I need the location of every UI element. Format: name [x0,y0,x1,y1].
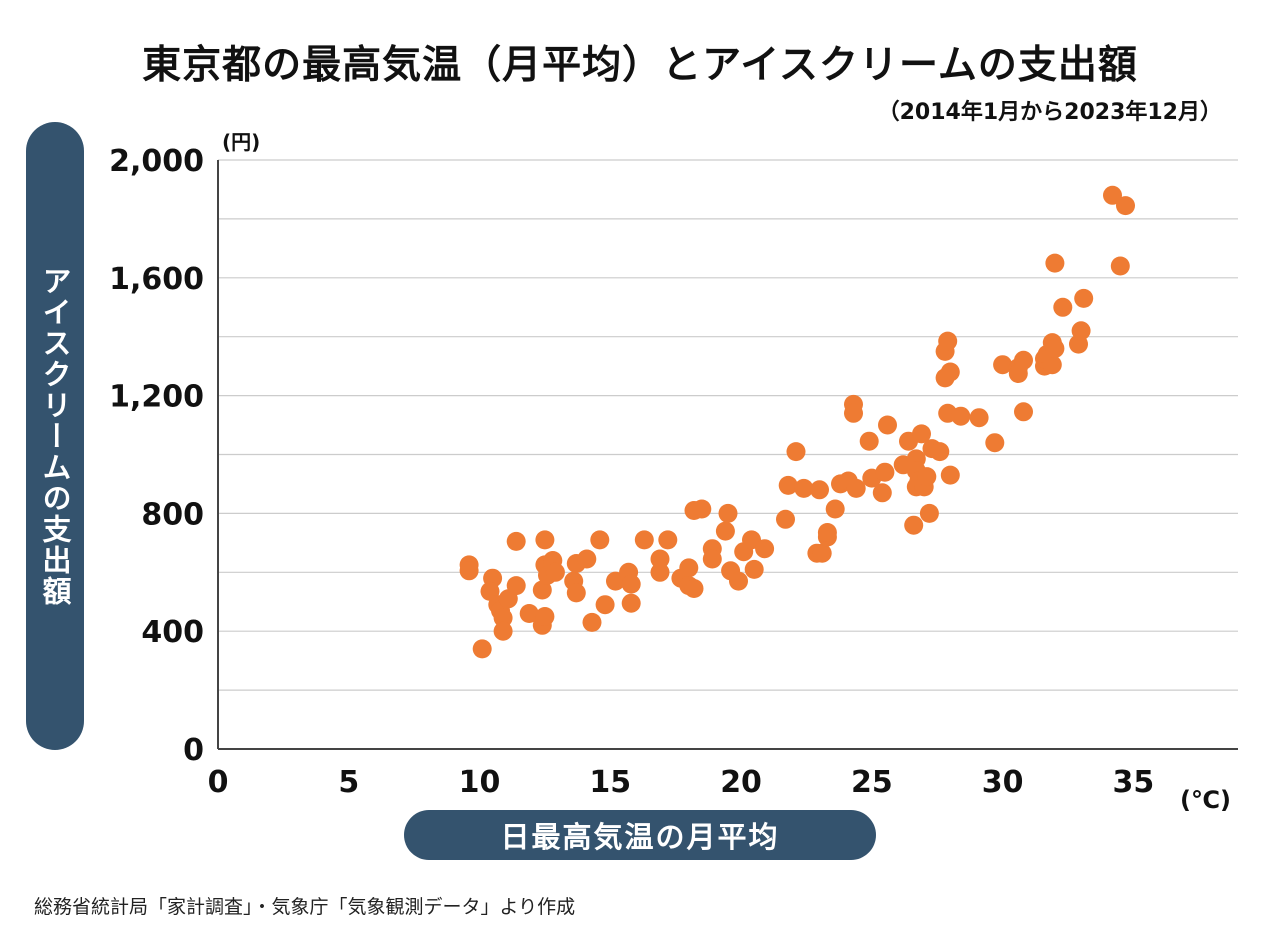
data-point [577,549,597,569]
data-point [1074,288,1094,308]
data-point [859,431,879,451]
data-point [817,523,837,542]
y-tick-labels: 0 400 800 1,200 1,600 2,000 [109,144,204,768]
data-point [1110,256,1130,276]
data-point [679,558,699,578]
data-point [940,362,960,382]
data-point [621,574,641,594]
data-point [1103,185,1122,205]
data-point [778,475,798,495]
axes [217,160,1238,750]
y-tick-label: 400 [141,615,204,650]
data-point [1042,355,1062,375]
data-point [566,583,586,603]
data-point [917,467,937,487]
data-point [493,608,513,628]
x-axis-unit: (℃) [1180,786,1231,814]
data-point [472,639,492,659]
data-point [545,562,565,582]
data-point [951,406,971,426]
data-point [621,593,641,613]
data-point [744,559,764,579]
y-tick-label: 0 [183,733,204,768]
data-point [535,530,555,550]
data-point [993,355,1013,375]
data-point [904,515,924,535]
x-tick-label: 30 [982,765,1024,800]
data-point [786,442,806,462]
y-axis-label: アイスクリームの支出額 [38,265,72,607]
data-point [532,580,552,600]
data-point [875,462,895,482]
data-point [582,612,602,632]
x-tick-label: 0 [208,765,229,800]
data-point [812,543,832,563]
data-point [650,562,670,582]
source-note: 総務省統計局「家計調査」・気象庁「気象観測データ」より作成 [34,896,576,918]
x-tick-label: 10 [459,765,501,800]
y-tick-label: 800 [141,497,204,532]
data-point [872,483,892,503]
data-point [755,539,775,559]
data-point [1045,253,1065,273]
data-point [825,499,845,519]
data-point [1014,350,1033,370]
data-point [650,549,670,569]
x-tick-label: 25 [851,765,893,800]
x-axis-label-pill: 日最高気温の月平均 [404,810,876,860]
data-point [940,465,960,485]
data-point [519,604,539,623]
y-axis-label-pill: アイスクリームの支出額 [26,122,84,750]
y-axis-unit: (円) [222,130,261,154]
data-point [776,509,795,529]
data-point [715,521,735,541]
chart-title: 東京都の最高気温（月平均）とアイスクリームの支出額 [142,43,1138,88]
data-point [692,499,712,519]
data-point [969,408,989,428]
data-point [794,478,814,498]
chart-subtitle: （2014年1月から2023年12月） [877,100,1222,125]
data-point [878,415,897,435]
x-tick-label: 5 [338,765,359,800]
grid-lines [218,159,1238,691]
y-tick-label: 2,000 [109,144,204,179]
y-tick-label: 1,200 [109,380,204,415]
data-point [1071,321,1091,341]
data-point [1116,196,1135,216]
x-axis-label: 日最高気温の月平均 [500,820,780,854]
data-point [1045,339,1065,358]
data-point [506,576,526,596]
data-point [729,571,748,591]
x-tick-label: 35 [1113,765,1155,800]
data-point [1053,297,1073,317]
data-point [590,530,610,550]
data-point [658,530,678,550]
data-point [535,607,555,626]
data-point [912,424,931,444]
data-point [634,530,654,550]
data-point [506,531,526,551]
data-point [702,549,722,569]
data-point [718,503,738,523]
data-point [595,595,615,615]
x-tick-labels: 0 5 10 15 20 25 30 35 [208,765,1155,800]
data-points [459,185,1135,659]
data-point [844,403,863,423]
data-point [938,331,958,351]
data-point [493,621,513,641]
data-point [985,433,1005,453]
data-point [930,442,950,462]
data-point [1014,402,1033,422]
data-point [846,478,866,498]
x-tick-label: 20 [720,765,762,800]
data-point [810,480,829,500]
data-point [459,561,479,581]
y-tick-label: 1,600 [109,262,204,297]
data-point [684,579,704,598]
x-tick-label: 15 [589,765,631,800]
data-point [919,503,939,523]
